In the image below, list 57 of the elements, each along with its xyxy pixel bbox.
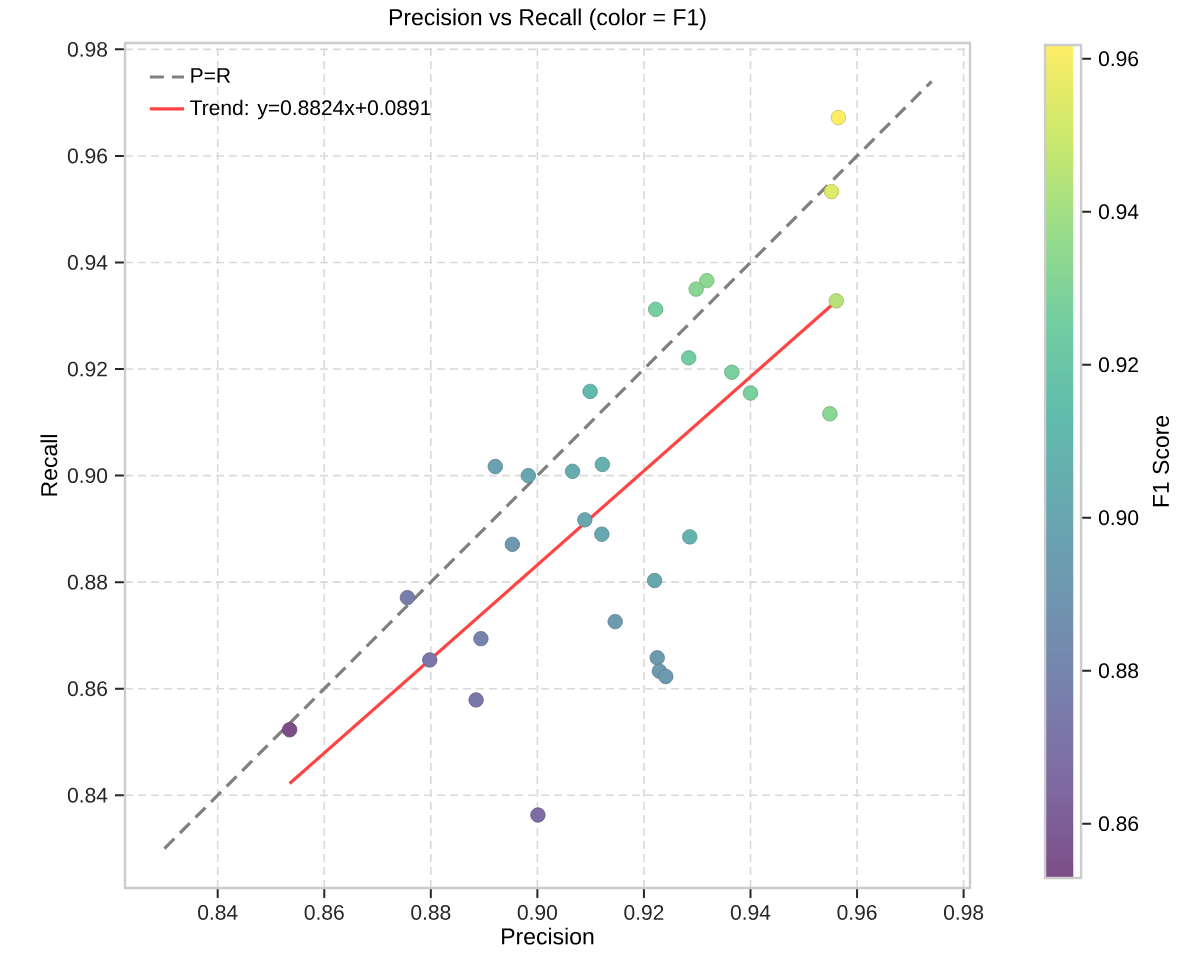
- point: [282, 722, 298, 738]
- x-tick-label: 0.84: [198, 905, 238, 920]
- point: [520, 468, 536, 484]
- x-axis-title: Precision: [502, 927, 594, 945]
- color-bar-label: 0.96: [1098, 51, 1139, 67]
- y-tick-label: 0.96: [67, 148, 108, 164]
- point: [487, 458, 503, 475]
- point: [530, 807, 546, 823]
- point: [594, 526, 610, 542]
- y-tick-label: 0.86: [67, 681, 108, 697]
- point: [688, 281, 704, 297]
- color-bar-label: 0.90: [1098, 510, 1139, 526]
- x-tick-label: 0.86: [304, 905, 344, 920]
- point: [468, 692, 484, 708]
- x-tick-label: 0.98: [943, 905, 984, 920]
- point: [422, 652, 438, 668]
- point: [822, 406, 838, 422]
- point: [594, 456, 610, 473]
- point: [682, 529, 698, 545]
- x-tick-label: 0.96: [837, 905, 877, 920]
- color-bar-label: 0.92: [1098, 357, 1138, 373]
- x-tick-label: 0.92: [624, 905, 664, 920]
- x-tick-label: 0.90: [517, 905, 557, 920]
- color-bar-label: 0.88: [1098, 663, 1139, 679]
- point: [399, 590, 415, 606]
- point: [646, 572, 663, 589]
- point: [699, 273, 715, 289]
- point: [582, 383, 598, 400]
- legend-label: Trend: y=0.8824x+0.0891: [190, 99, 431, 120]
- point: [564, 463, 581, 479]
- point: [658, 668, 674, 685]
- point: [742, 385, 759, 401]
- point: [649, 650, 665, 666]
- x-tick-label: 0.88: [411, 905, 451, 920]
- point: [823, 184, 840, 200]
- point: [681, 350, 697, 366]
- legend-label: P=R: [191, 68, 231, 83]
- color-bar-label: 0.86: [1098, 816, 1139, 832]
- point: [473, 631, 489, 647]
- y-tick-label: 0.94: [67, 255, 108, 270]
- point: [607, 613, 623, 630]
- point: [724, 364, 740, 380]
- y-tick-label: 0.98: [67, 41, 108, 57]
- y-tick-label: 0.90: [67, 468, 108, 484]
- color-bar-label: 0.94: [1098, 204, 1139, 220]
- y-tick-label: 0.88: [67, 574, 108, 590]
- point: [577, 512, 593, 528]
- chart-title: Precision vs Recall (color = F1): [389, 8, 706, 30]
- y-axis-title: Recall: [40, 435, 58, 496]
- point: [828, 293, 844, 309]
- color-bar-title: F1 Score: [1152, 415, 1170, 507]
- y-tick-label: 0.84: [67, 787, 108, 803]
- y-tick-label: 0.92: [67, 361, 107, 377]
- point: [648, 301, 664, 317]
- point: [830, 109, 847, 126]
- point: [504, 536, 520, 552]
- x-tick-label: 0.94: [730, 905, 771, 920]
